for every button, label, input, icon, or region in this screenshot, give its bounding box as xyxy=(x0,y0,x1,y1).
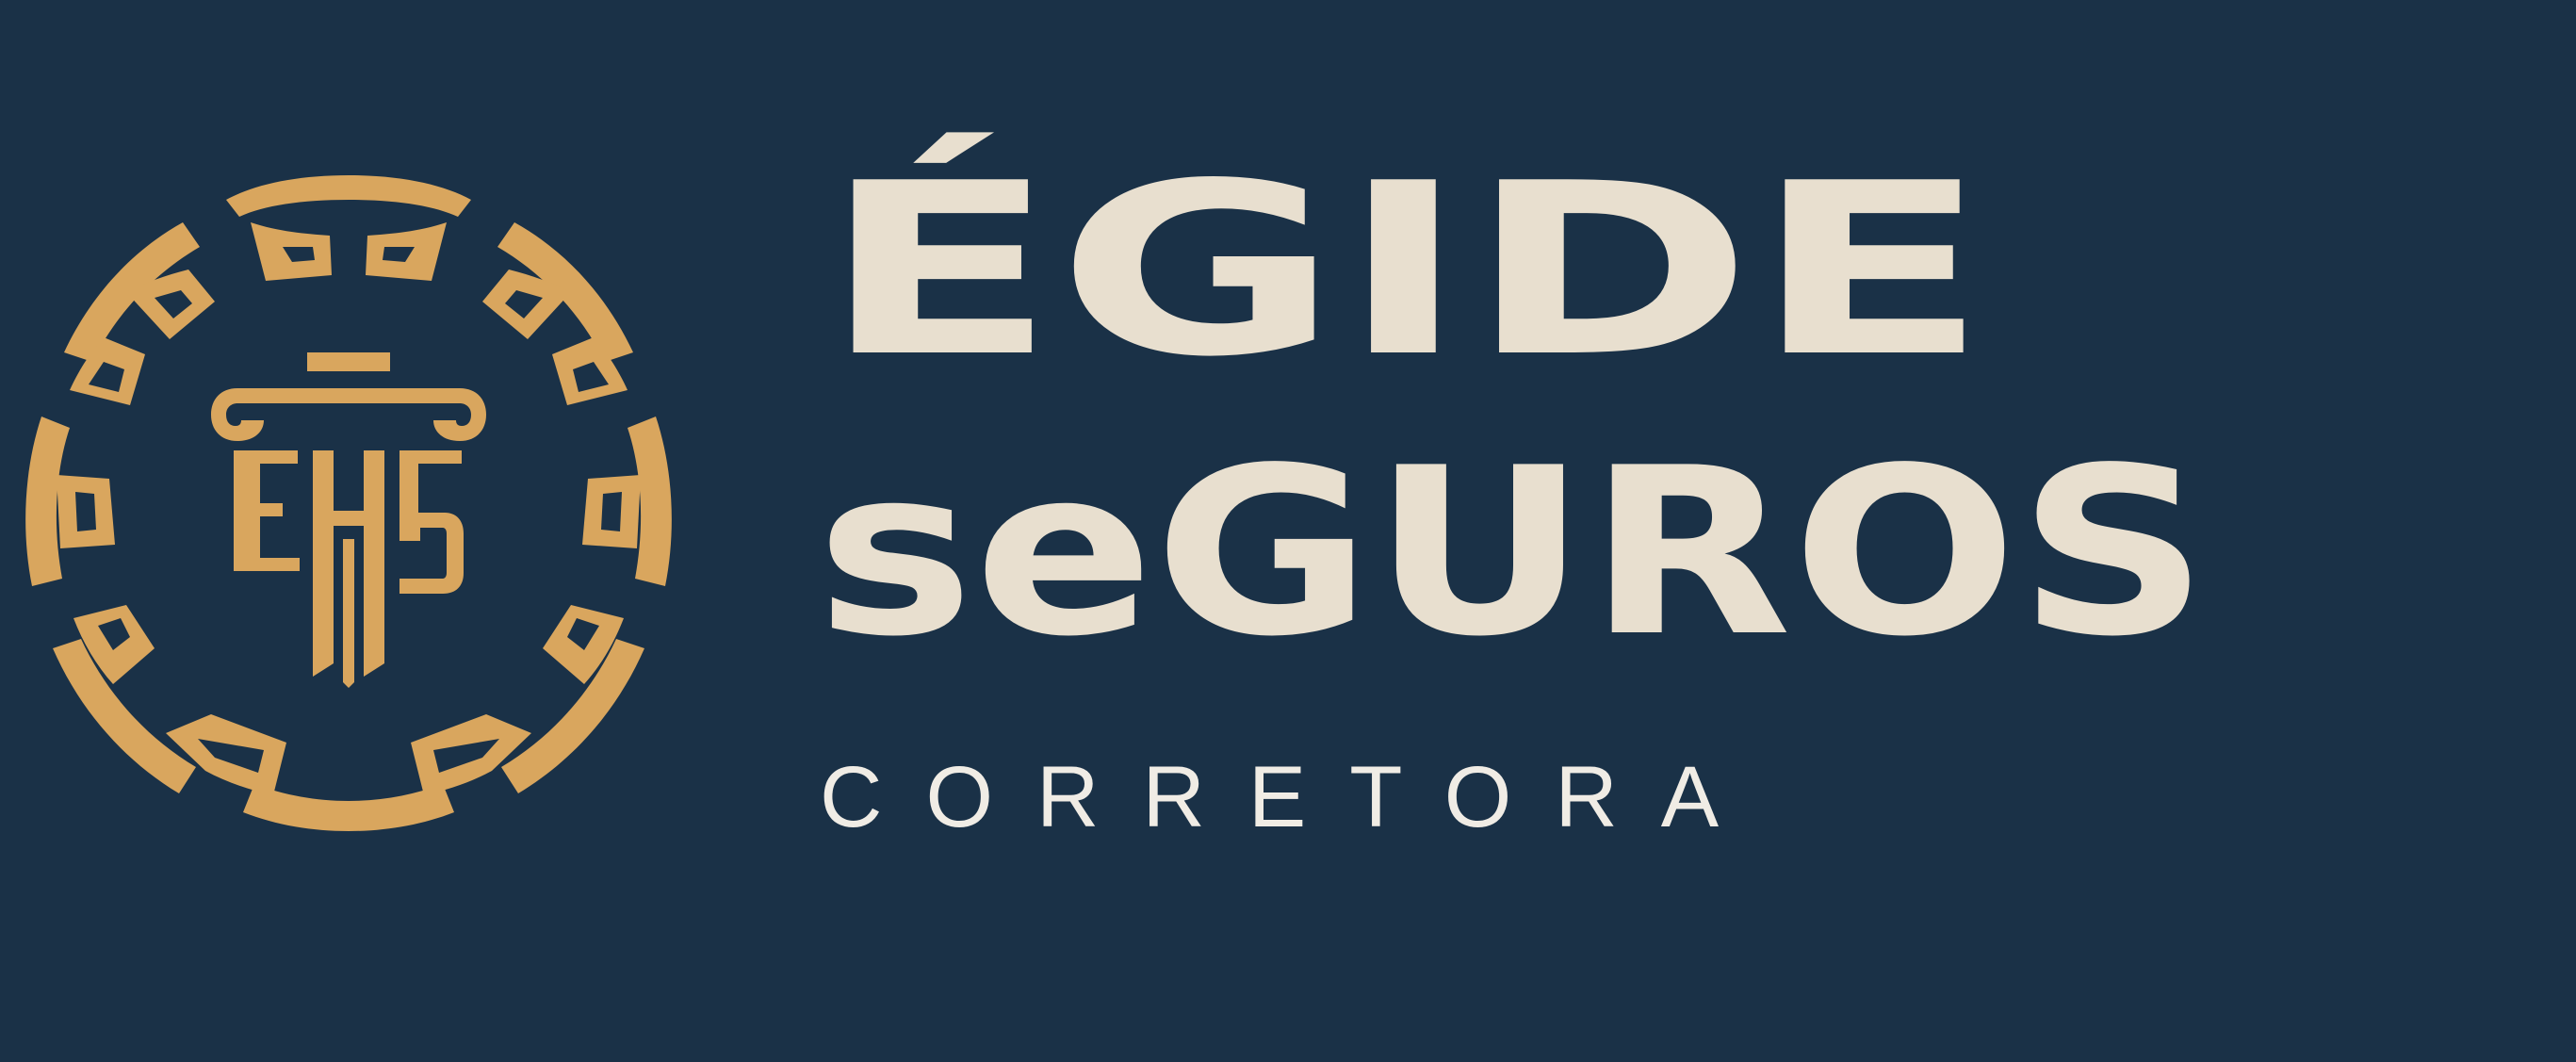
emblem-icon xyxy=(25,175,672,831)
greek-key-ring xyxy=(25,175,672,831)
greek-key-ring-cuts xyxy=(75,247,622,773)
brand-name-line-2: seGUROS xyxy=(816,418,2209,687)
column-monogram xyxy=(211,352,486,688)
brand-name-line-1: ÉGIDE xyxy=(822,133,1989,409)
brand-tagline: CORRETORA xyxy=(820,749,1763,845)
